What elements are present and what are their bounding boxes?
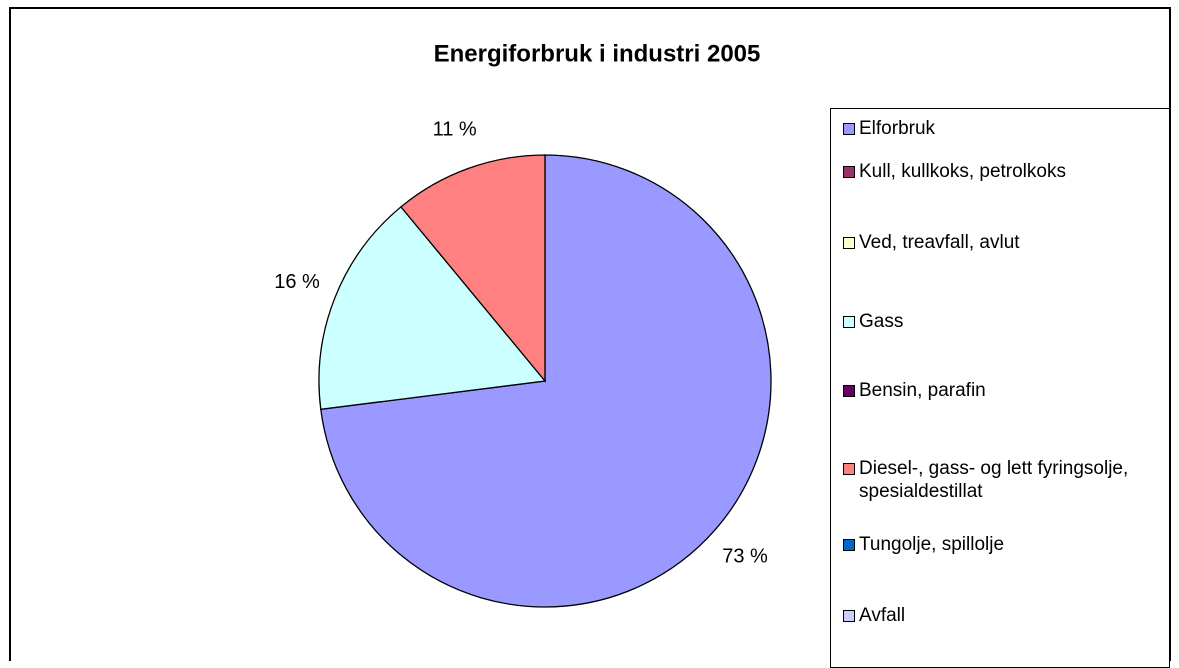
legend-item: Elforbruk xyxy=(843,117,1168,140)
chart-frame xyxy=(9,7,1171,661)
pie-slice xyxy=(320,154,772,608)
legend-item: Diesel-, gass- og lett fyringsolje, spes… xyxy=(843,457,1168,503)
legend-swatch xyxy=(843,385,855,397)
legend-label: Gass xyxy=(859,311,904,332)
legend-item: Ved, treavfall, avlut xyxy=(843,231,1168,254)
legend-item: Bensin, parafin xyxy=(843,379,1168,402)
data-label: 73 % xyxy=(722,546,768,568)
legend-swatch xyxy=(843,123,855,135)
legend-item: Avfall xyxy=(843,604,1168,627)
legend-swatch xyxy=(843,166,855,178)
legend-item: Kull, kullkoks, petrolkoks xyxy=(843,160,1168,183)
pie-slice xyxy=(400,154,546,383)
legend-swatch xyxy=(843,539,855,551)
legend-swatch xyxy=(843,610,855,622)
data-label: 16 % xyxy=(274,271,320,293)
legend-label: Elforbruk xyxy=(859,118,936,139)
legend-item: Gass xyxy=(843,310,1168,333)
legend-item: Tungolje, spillolje xyxy=(843,533,1168,556)
data-label: 11 % xyxy=(433,118,477,140)
legend-label: Ved, treavfall, avlut xyxy=(859,232,1020,253)
pie-slice xyxy=(318,205,547,411)
legend: Elforbruk Kull, kullkoks, petrolkoks Ved, … xyxy=(830,108,1170,668)
legend-swatch xyxy=(843,237,855,249)
legend-label: Bensin, parafin xyxy=(859,380,986,401)
legend-label: Tungolje, spillolje xyxy=(859,534,1005,555)
legend-label: Avfall xyxy=(859,605,906,626)
chart-title: Energiforbruk i industri 2005 xyxy=(434,40,761,67)
legend-swatch xyxy=(843,316,855,328)
legend-label: Diesel-, gass- og lett fyringsolje, spes… xyxy=(859,458,1129,502)
legend-label: Kull, kullkoks, petrolkoks xyxy=(859,161,1066,182)
legend-swatch xyxy=(843,463,855,475)
